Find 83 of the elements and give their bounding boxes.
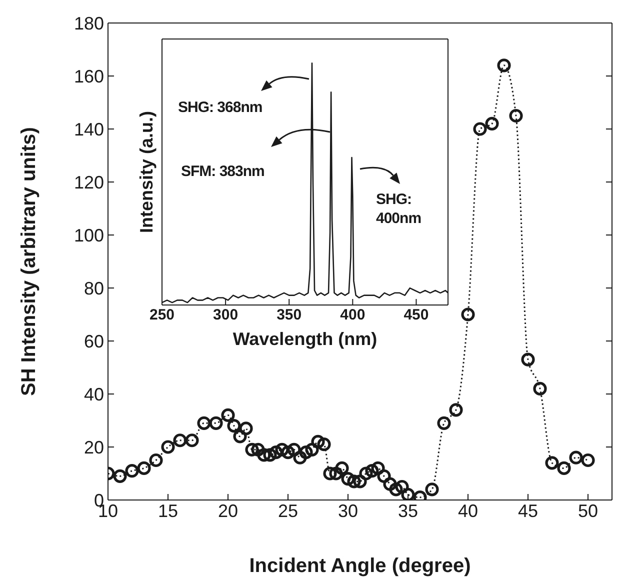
point [509, 108, 523, 123]
point [317, 438, 331, 452]
point [125, 464, 139, 478]
y-tick-label: 180 [74, 13, 104, 34]
y-tick-label: 80 [84, 278, 104, 298]
point [425, 482, 439, 496]
point [149, 453, 163, 468]
point [197, 416, 211, 430]
point [533, 382, 547, 396]
point [251, 442, 265, 456]
x-tick-label: 45 [518, 500, 538, 521]
x-tick-label: 450 [404, 306, 429, 324]
point [323, 466, 337, 480]
point [299, 446, 313, 460]
point [263, 448, 277, 462]
x-tick-label: 350 [276, 306, 302, 324]
point [497, 58, 511, 72]
x-axis-title: Incident Angle (degree) [249, 555, 471, 577]
y-tick-label: 160 [74, 66, 104, 86]
x-tick-label: 50 [578, 500, 598, 521]
point [545, 456, 559, 470]
point [329, 466, 343, 480]
point [161, 440, 175, 454]
point [113, 469, 127, 483]
point [341, 472, 355, 486]
point [173, 434, 187, 448]
y-axis-title: Intensity (a.u.) [136, 110, 156, 234]
y-tick-label: 120 [74, 172, 104, 192]
x-tick-label: 15 [158, 500, 178, 521]
point [371, 461, 385, 475]
point [449, 403, 463, 417]
point [383, 477, 397, 491]
y-tick-label: 100 [74, 225, 104, 246]
x-tick-label: 40 [458, 500, 478, 521]
point [233, 430, 247, 444]
point [521, 352, 535, 366]
y-tick-label: 140 [74, 119, 104, 140]
point [581, 453, 595, 468]
x-tick-label: 400 [340, 306, 366, 324]
point [365, 464, 379, 478]
point [311, 434, 325, 448]
point [485, 116, 499, 130]
point [275, 442, 289, 456]
point [185, 434, 199, 448]
annotation: SFM: 383nm [181, 162, 264, 181]
point [335, 461, 349, 475]
y-tick-label: 40 [84, 384, 104, 404]
point [221, 408, 235, 422]
point [395, 480, 409, 494]
point [437, 416, 451, 430]
x-tick-label: 30 [338, 500, 358, 521]
point [239, 422, 253, 436]
y-tick-label: 60 [84, 331, 104, 352]
point [359, 466, 373, 480]
annotation: SHG: 368nm [178, 98, 262, 117]
point [245, 442, 259, 456]
x-tick-label: 35 [398, 500, 418, 521]
point [257, 448, 271, 462]
point [287, 442, 301, 456]
y-axis-title: SH Intensity (arbitrary units) [18, 127, 40, 396]
x-axis-title: Wavelength (nm) [232, 329, 378, 349]
x-tick-label: 20 [218, 500, 238, 521]
point [347, 474, 361, 488]
point [209, 416, 223, 430]
y-tick-label: 20 [84, 437, 104, 458]
point [389, 482, 403, 496]
point [137, 461, 151, 475]
x-tick-label: 250 [149, 306, 175, 324]
point [401, 488, 415, 500]
point [353, 474, 367, 488]
point [293, 450, 307, 464]
x-tick-label: 25 [278, 500, 298, 521]
point [377, 469, 391, 483]
point [557, 461, 571, 475]
point [269, 446, 283, 460]
x-tick-label: 300 [213, 306, 238, 324]
point [281, 446, 295, 460]
point [227, 419, 241, 433]
annotation: SHG: 400nm [376, 190, 422, 228]
point [305, 442, 319, 456]
point [569, 450, 583, 464]
point [461, 308, 475, 322]
point [473, 122, 487, 136]
